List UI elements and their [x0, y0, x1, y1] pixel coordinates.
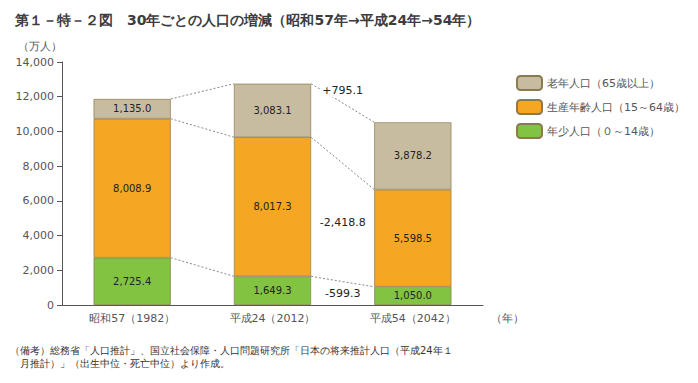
svg-text:（備考）総務省「人口推計」、国立社会保障・人口問題研究所「日: （備考）総務省「人口推計」、国立社会保障・人口問題研究所「日本の将来推計人口（平…	[10, 345, 453, 356]
svg-text:1,050.0: 1,050.0	[394, 290, 432, 301]
svg-text:8,000: 8,000	[23, 160, 55, 173]
svg-text:3,083.1: 3,083.1	[253, 105, 291, 116]
svg-text:4,000: 4,000	[23, 229, 55, 242]
svg-text:平成24（2012）: 平成24（2012）	[230, 312, 316, 325]
svg-text:第１－特－２図 30年ごとの人口の増減（昭和57年→平成24: 第１－特－２図 30年ごとの人口の増減（昭和57年→平成24年→54年）	[14, 12, 480, 28]
svg-text:-599.3: -599.3	[325, 287, 360, 300]
svg-text:1,135.0: 1,135.0	[113, 103, 151, 114]
svg-text:2,725.4: 2,725.4	[113, 276, 151, 287]
svg-text:老年人口（65歳以上）: 老年人口（65歳以上）	[547, 77, 660, 90]
svg-text:8,017.3: 8,017.3	[253, 201, 291, 212]
svg-text:5,598.5: 5,598.5	[394, 233, 432, 244]
svg-text:-2,418.8: -2,418.8	[320, 216, 366, 229]
svg-text:10,000: 10,000	[16, 125, 55, 138]
svg-text:月推計）」（出生中位・死亡中位）より作成。: 月推計）」（出生中位・死亡中位）より作成。	[10, 358, 230, 369]
svg-text:14,000: 14,000	[16, 56, 55, 69]
svg-text:2,000: 2,000	[23, 264, 55, 277]
svg-text:0: 0	[47, 299, 54, 312]
svg-text:6,000: 6,000	[23, 194, 55, 207]
svg-text:3,878.2: 3,878.2	[394, 150, 432, 161]
svg-text:年少人口（０～14歳）: 年少人口（０～14歳）	[547, 125, 660, 138]
svg-text:+795.1: +795.1	[322, 84, 363, 97]
svg-text:（万人）: （万人）	[18, 40, 62, 53]
svg-text:12,000: 12,000	[16, 90, 55, 103]
svg-text:8,008.9: 8,008.9	[113, 183, 151, 194]
svg-text:平成54（2042）: 平成54（2042）	[370, 312, 456, 325]
svg-text:（年）: （年）	[491, 312, 524, 325]
svg-text:生産年齢人口（15～64歳）: 生産年齢人口（15～64歳）	[547, 101, 685, 114]
svg-text:昭和57（1982）: 昭和57（1982）	[89, 312, 175, 325]
svg-text:1,649.3: 1,649.3	[253, 285, 291, 296]
